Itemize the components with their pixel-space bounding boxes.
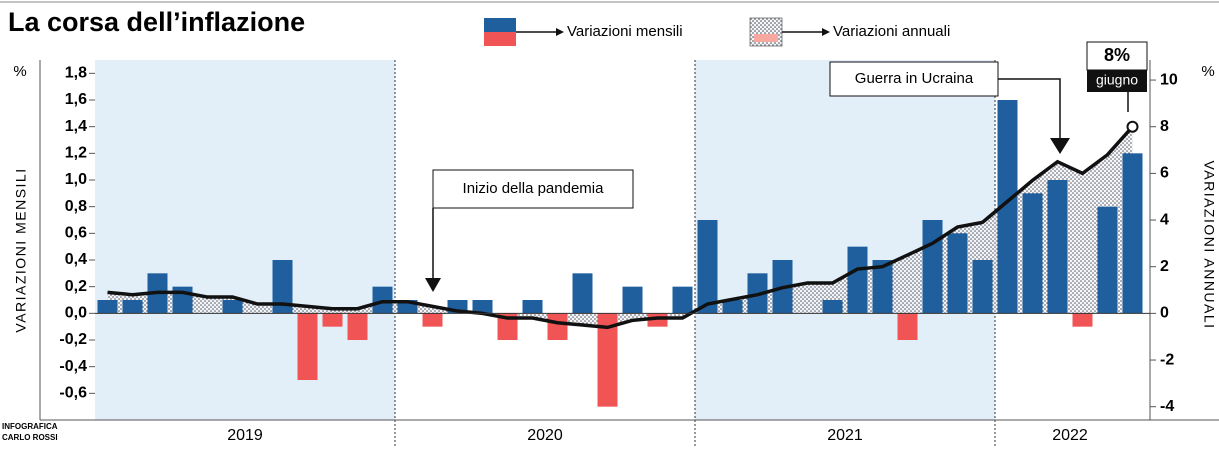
y-tick-label: 0,0 [65,305,87,322]
bar [922,220,943,314]
y2-tick-label: 2 [1160,258,1169,275]
y2-tick-label: -4 [1160,398,1174,415]
annotation: 8% [1104,45,1130,65]
legend-arrow [556,28,564,36]
line [107,125,1134,330]
bar [1097,206,1118,314]
bar [472,300,493,314]
y-tick-label: 1,8 [65,65,87,82]
y2-axis-title: VARIAZIONI ANNUALI [1201,160,1217,329]
bar [272,260,293,314]
y2-tick-label: -2 [1160,351,1174,368]
annotation-arrow [425,278,441,292]
bar [847,246,868,314]
legend-label: Variazioni annuali [833,23,950,40]
annotation-arrow [998,78,1061,140]
bar [997,100,1018,314]
legend-label: Variazioni mensili [567,23,683,40]
y-tick-label: 1,6 [65,91,87,108]
y-tick-label: -0,6 [59,385,87,402]
bar [672,286,693,314]
bar [822,300,843,314]
y-tick-label: 0,2 [65,278,87,295]
bar [947,233,968,314]
bar [497,313,518,340]
x-tick-label: 2022 [1052,427,1088,444]
bar [972,260,993,314]
annotation-box [432,169,634,209]
bar [572,273,593,314]
y-axis-title: VARIAZIONI MENSILI [13,167,29,332]
bar [297,313,318,380]
bar [522,300,543,314]
credit: CARLO ROSSI [2,433,58,442]
bar [872,260,893,314]
y-tick-label: 1,4 [65,118,87,135]
legend-swatch [484,18,516,32]
x-tick-label: 2021 [827,427,863,444]
y-tick-label: -0,4 [59,358,87,375]
bar [1072,313,1093,327]
bar [1047,180,1068,314]
bar [222,300,243,314]
y-tick-label: -0,2 [59,331,87,348]
bar [897,313,918,340]
y-tick-label: 0,6 [65,225,87,242]
credit: INFOGRAFICA [2,422,58,431]
bar [347,313,368,340]
bar [722,300,743,314]
y2-unit: % [1201,63,1214,80]
bar [622,286,643,314]
annotation-box [1086,41,1148,71]
y2-tick-label: 4 [1160,211,1169,228]
annotation-box [1087,70,1147,92]
y-unit: % [13,63,26,80]
bar [547,313,568,340]
bar [1122,153,1143,314]
legend-arrow [822,28,830,36]
x-tick-label: 2020 [527,427,563,444]
bar [122,300,143,314]
y-tick-label: 0,4 [65,251,87,268]
bar [597,313,618,407]
point [1126,120,1139,133]
bar [1022,193,1043,314]
legend-swatch [484,32,516,46]
legend-swatch [754,34,778,42]
y2-tick-label: 0 [1160,305,1169,322]
y2-tick-label: 6 [1160,165,1169,182]
y2-tick-label: 8 [1160,118,1169,135]
annotation-arrow [1050,138,1070,154]
annotation: Guerra in Ucraina [855,70,974,87]
x-tick-label: 2019 [227,427,263,444]
chart-title: La corsa dell’inflazione [8,7,305,37]
y-tick-label: 1,2 [65,145,87,162]
y-tick-label: 0,8 [65,198,87,215]
bar [422,313,443,327]
annotation: giugno [1096,72,1138,88]
bar [697,220,718,314]
bar [322,313,343,327]
y-tick-label: 1,0 [65,171,87,188]
annotation: Inizio della pandemia [463,180,605,197]
y2-tick-label: 10 [1160,71,1178,88]
year-band [95,60,395,420]
bar [97,300,118,314]
